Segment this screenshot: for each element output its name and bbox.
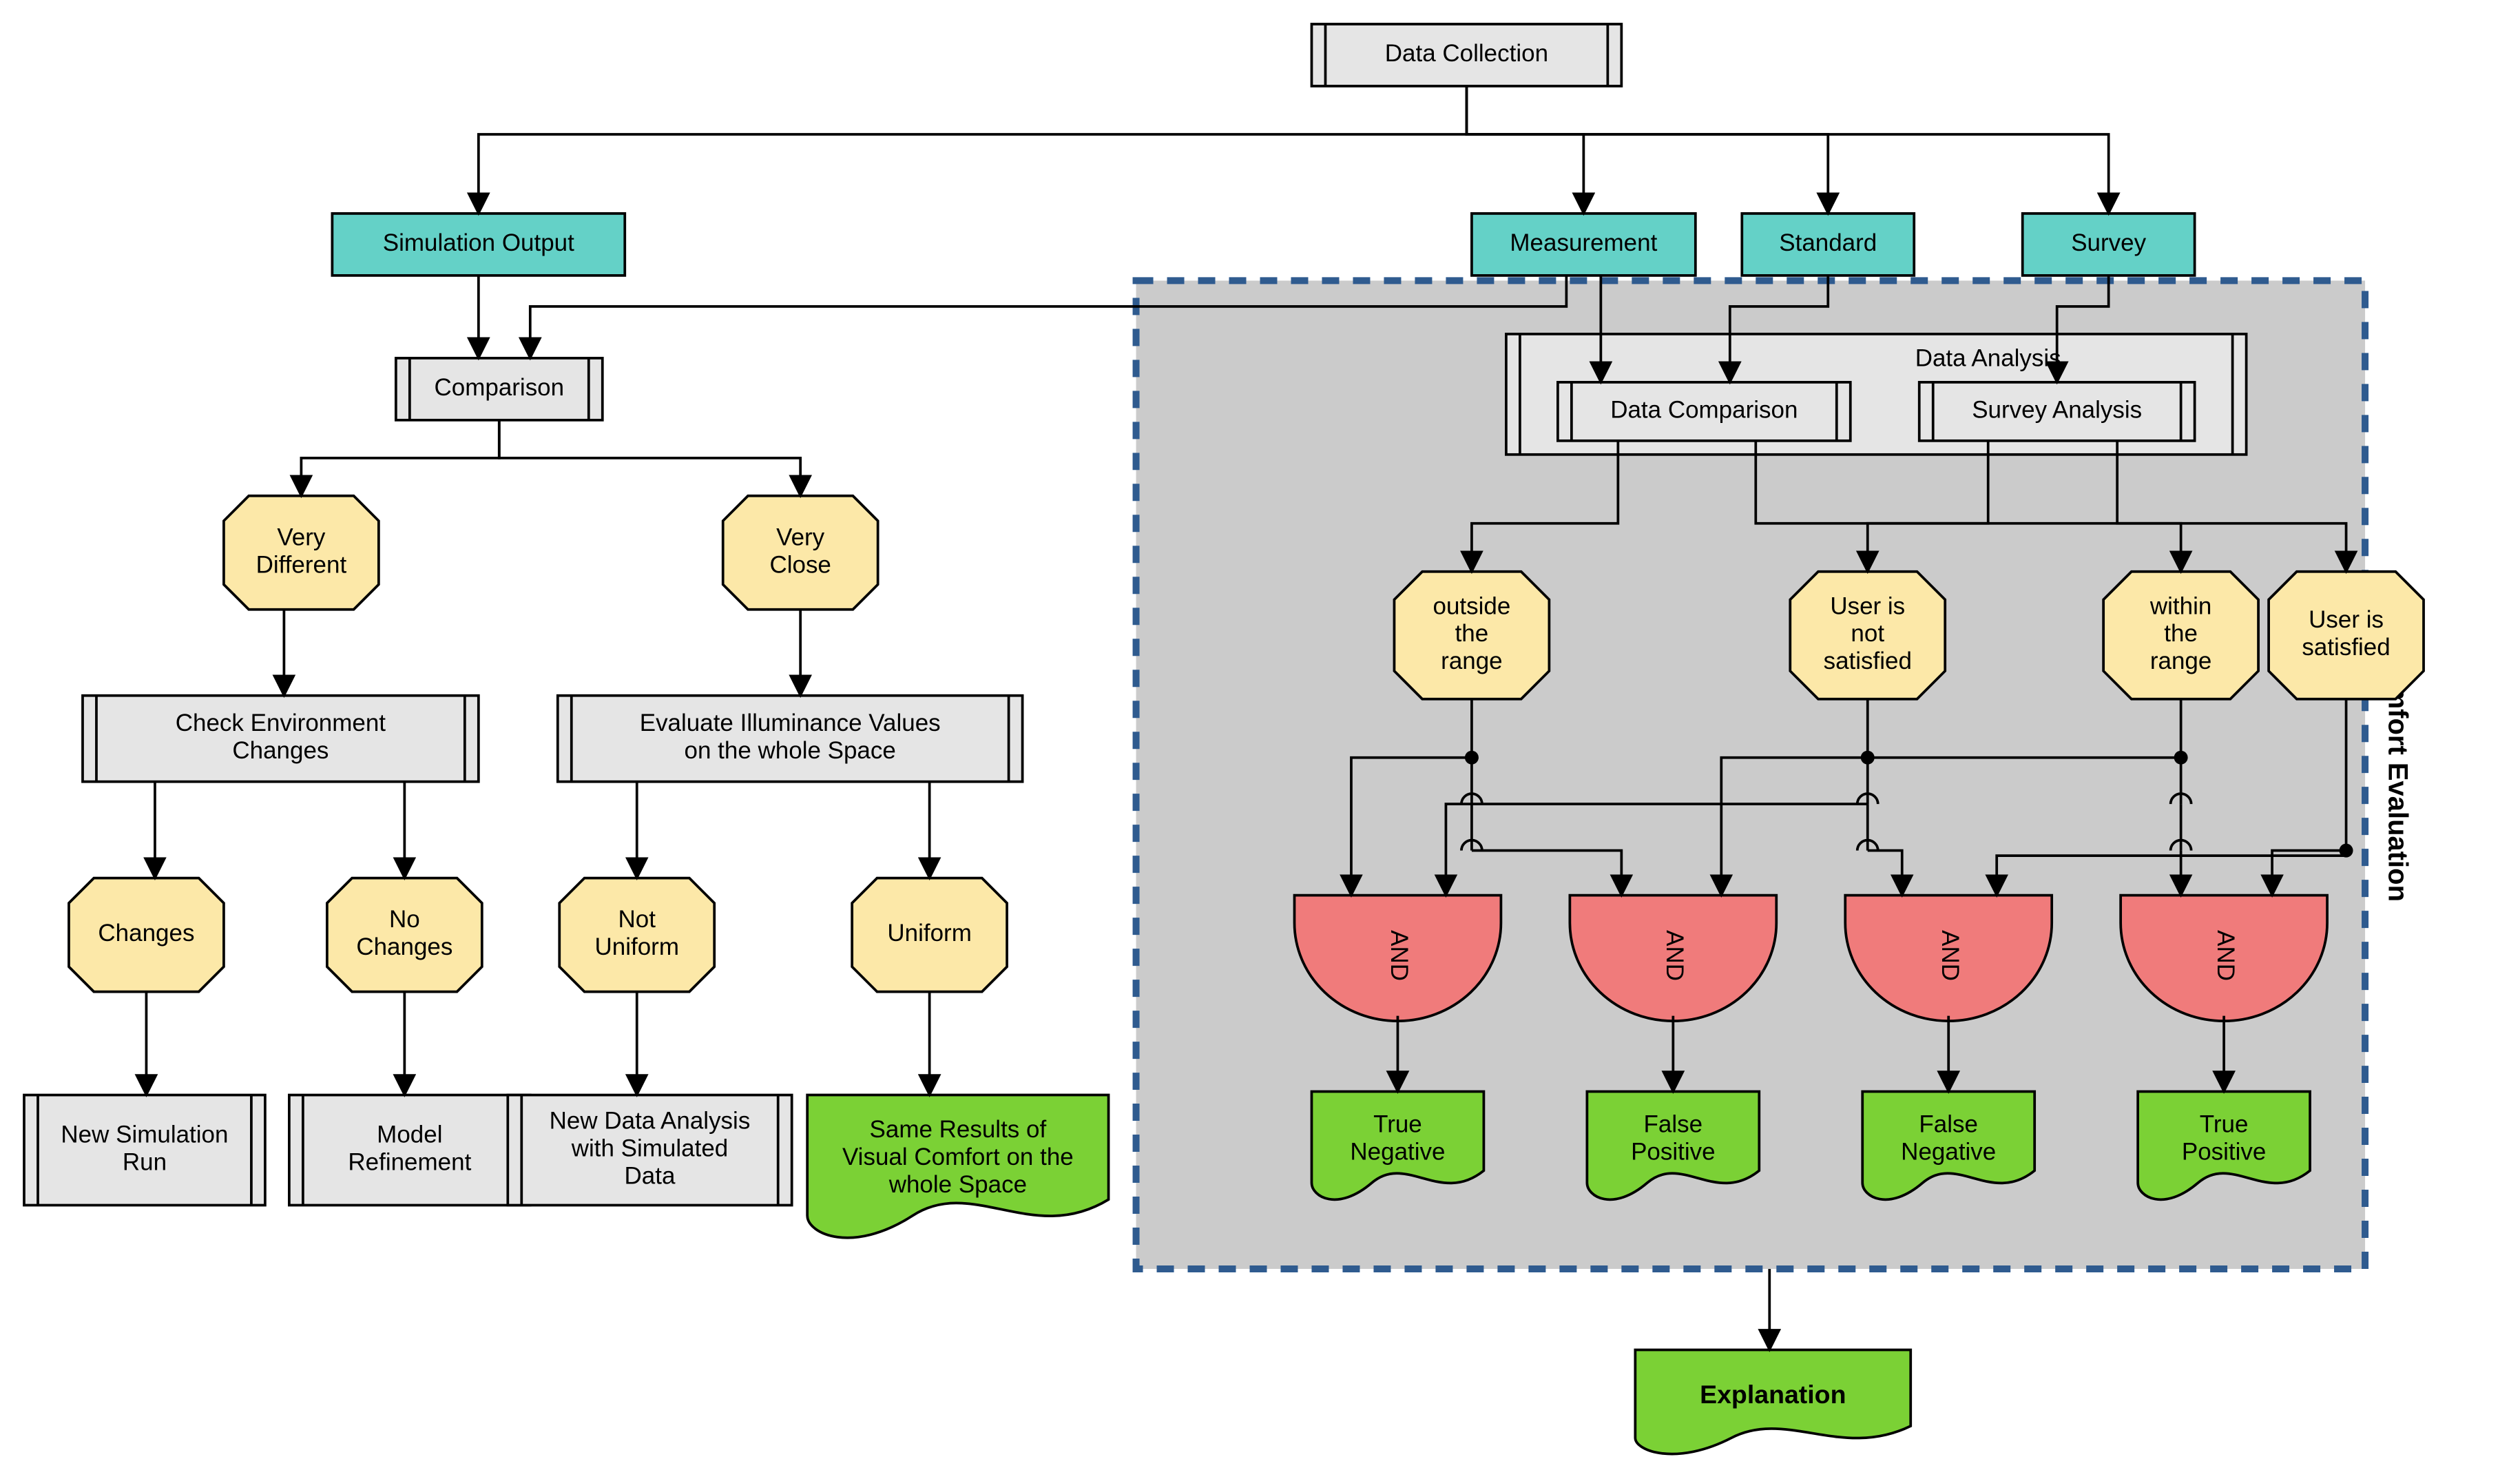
explanation-label: Explanation [1700,1380,1846,1409]
and1-label: AND [1386,930,1413,981]
node-very_different: VeryDifferent [224,496,379,610]
node-survey: Survey [2023,214,2195,276]
node-changes: Changes [69,878,224,992]
node-comparison: Comparison [396,358,603,420]
node-sim_output: Simulation Output [332,214,625,276]
edge [301,420,499,496]
node-user_sat: User issatisfied [2269,572,2424,699]
node-survey_analysis: Survey Analysis [1919,382,2195,441]
node-same_results: Same Results ofVisual Comfort on thewhol… [807,1095,1108,1238]
node-within_range: withintherange [2103,572,2258,699]
node-data_comparison: Data Comparison [1558,382,1851,441]
node-uniform: Uniform [852,878,1007,992]
user_sat-label: User issatisfied [2302,606,2390,661]
node-new_data_analysis: New Data Analysiswith SimulatedData [508,1095,791,1206]
comparison-label: Comparison [435,374,565,401]
node-outside_range: outsidetherange [1394,572,1549,699]
node-user_not_sat: User isnotsatisfied [1790,572,1945,699]
and3-label: AND [1937,930,1964,981]
measurement-label: Measurement [1510,229,1657,256]
survey_analysis-label: Survey Analysis [1972,397,2142,424]
sim_output-label: Simulation Output [383,229,574,256]
eval_illum-label: Evaluate Illuminance Valueson the whole … [640,710,941,764]
node-no_changes: NoChanges [327,878,482,992]
node-model_refine: ModelRefinement [289,1095,530,1206]
node-data_collection: Data Collection [1311,24,1621,86]
edge [479,86,1467,214]
node-explanation: Explanation [1635,1350,1910,1454]
very_close-label: VeryClose [769,524,831,579]
edge [1466,86,2108,214]
uniform-label: Uniform [887,920,971,947]
and2-label: AND [1661,930,1688,981]
edge [1466,86,1583,214]
edge [1466,86,1828,214]
data_collection-label: Data Collection [1385,40,1548,67]
data_comparison-label: Data Comparison [1610,397,1798,424]
node-eval_illum: Evaluate Illuminance Valueson the whole … [558,696,1023,782]
node-new_sim: New SimulationRun [24,1095,265,1206]
edge [499,420,800,496]
changes-label: Changes [98,920,194,947]
node-standard: Standard [1742,214,1914,276]
and4-label: AND [2212,930,2239,981]
standard-label: Standard [1779,229,1877,256]
survey-label: Survey [2071,229,2146,256]
node-measurement: Measurement [1472,214,1696,276]
data_analysis_lbl: Data Analysis [1915,345,2061,372]
node-very_close: VeryClose [723,496,878,610]
node-not_uniform: NotUniform [559,878,714,992]
node-check_env: Check EnvironmentChanges [83,696,479,782]
